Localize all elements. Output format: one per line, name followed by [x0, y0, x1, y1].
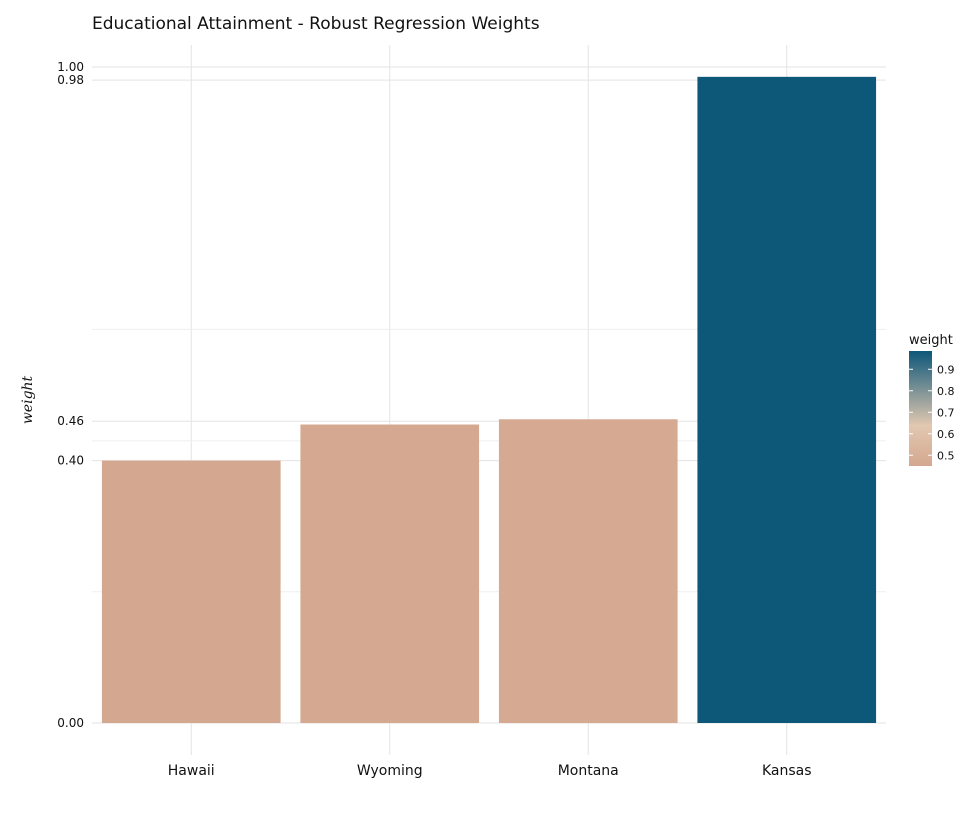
- legend-tick-label: 0.8: [937, 385, 955, 398]
- axis-layer: 0.00 0.40 0.46 0.981.00 Hawaii Wyoming Montana…: [57, 60, 811, 779]
- y-tick-label: 0.40: [57, 454, 84, 468]
- legend-title: weight: [909, 333, 953, 348]
- bar-kansas: [697, 76, 877, 724]
- y-tick-label: 0.46: [57, 414, 84, 428]
- legend-tick-label: 0.7: [937, 406, 955, 419]
- legend-layer: 0.5 0.6 0.7 0.8 0.9: [909, 351, 955, 466]
- bar-hawaii: [101, 460, 281, 723]
- legend-colorbar: [909, 351, 932, 466]
- y-tick-label: 0.00: [57, 716, 84, 730]
- x-tick-label: Hawaii: [168, 763, 215, 779]
- x-tick-label: Montana: [558, 763, 619, 779]
- bar-layer: [101, 76, 877, 724]
- y-tick-label: 1.00: [57, 60, 84, 74]
- x-tick-label: Wyoming: [357, 763, 423, 779]
- bar-wyoming: [300, 424, 480, 723]
- legend-tick-label: 0.5: [937, 449, 955, 462]
- x-tick-label: Kansas: [762, 763, 812, 779]
- legend-tick-label: 0.9: [937, 363, 955, 376]
- y-tick-label: 0.98: [57, 73, 84, 87]
- legend-tick-label: 0.6: [937, 428, 955, 441]
- bar-montana: [498, 419, 678, 723]
- chart-title: Educational Attainment - Robust Regressi…: [92, 14, 540, 34]
